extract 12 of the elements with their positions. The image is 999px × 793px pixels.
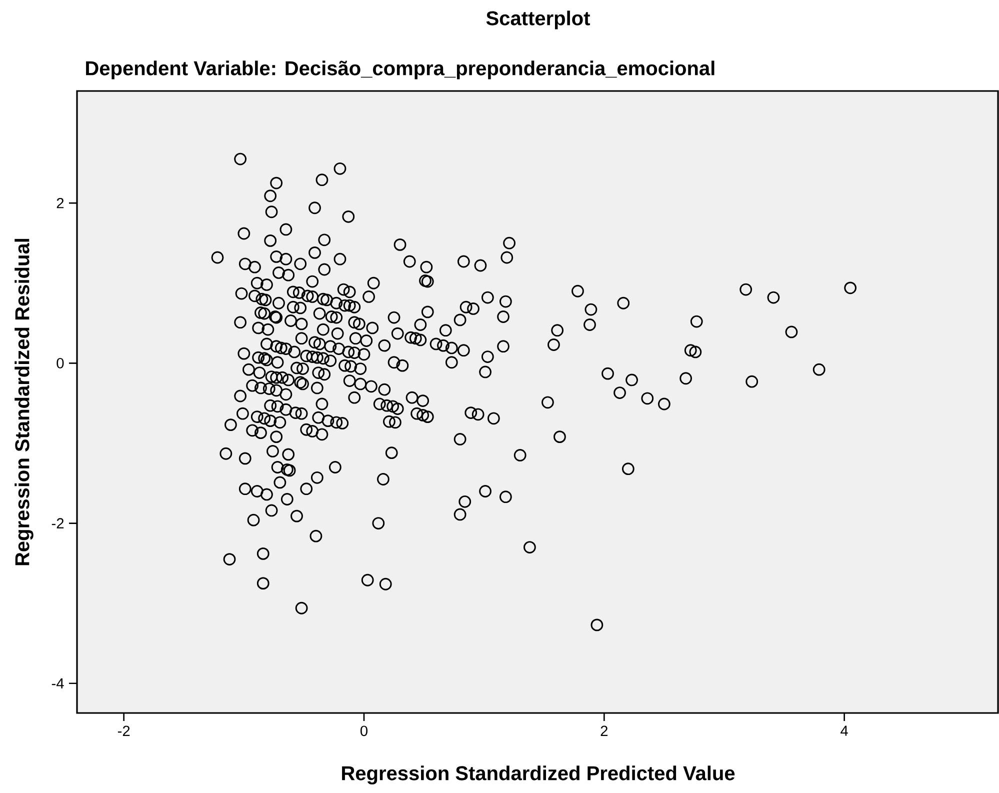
x-tick-label: 2 bbox=[600, 726, 608, 736]
y-tick-label: -2 bbox=[52, 518, 64, 528]
x-tick-label: 0 bbox=[360, 726, 368, 736]
y-tick-label: -4 bbox=[52, 678, 64, 688]
x-axis-title: Regression Standardized Predicted Value bbox=[342, 766, 735, 784]
chart-subtitle: Dependent Variable: Decisão_compra_preponderancia_emocional bbox=[86, 60, 714, 80]
chart-title: Scatterplot bbox=[486, 10, 590, 30]
y-tick-label: 0 bbox=[56, 358, 64, 368]
x-tick-label: -2 bbox=[118, 726, 130, 736]
y-tick-label: 2 bbox=[56, 198, 64, 208]
y-axis-title: Regression Standardized Residual bbox=[14, 238, 34, 566]
x-tick-label: 4 bbox=[840, 726, 848, 736]
